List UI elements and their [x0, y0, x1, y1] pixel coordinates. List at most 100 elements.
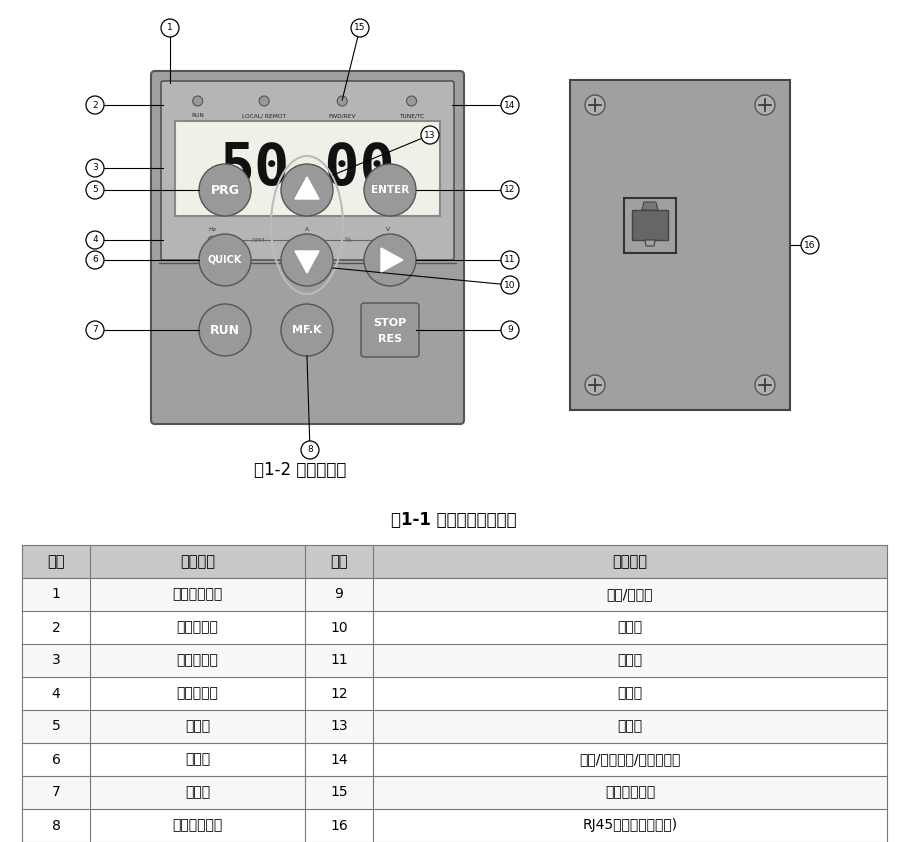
Circle shape: [304, 236, 312, 244]
Text: %: %: [345, 237, 351, 243]
Text: 移位键: 移位键: [617, 653, 643, 668]
Text: 10: 10: [330, 621, 348, 635]
Text: 编程键: 编程键: [185, 720, 210, 733]
Circle shape: [501, 181, 519, 199]
Circle shape: [501, 251, 519, 269]
Bar: [22, 545, 887, 578]
Text: 表1-1 操作面板构成说明: 表1-1 操作面板构成说明: [391, 511, 517, 529]
Text: ENTER: ENTER: [371, 185, 409, 195]
Bar: [22, 677, 887, 710]
Circle shape: [585, 95, 605, 115]
Circle shape: [585, 375, 605, 395]
Text: 8: 8: [52, 818, 60, 833]
Text: RES: RES: [378, 334, 402, 344]
Text: TUNE/TC: TUNE/TC: [399, 113, 425, 118]
Circle shape: [364, 234, 416, 286]
Text: 运行键: 运行键: [185, 786, 210, 800]
Text: QUICK: QUICK: [208, 255, 242, 265]
Polygon shape: [295, 177, 319, 199]
Text: 12: 12: [330, 686, 348, 701]
Text: V: V: [386, 227, 391, 232]
Text: 2: 2: [92, 100, 98, 109]
Text: 2: 2: [52, 621, 60, 635]
Text: 单位指示灯: 单位指示灯: [176, 686, 218, 701]
Text: 13: 13: [330, 720, 348, 733]
Text: 确认键: 确认键: [617, 686, 643, 701]
Text: 3: 3: [92, 163, 98, 173]
Text: 9: 9: [335, 588, 344, 601]
Circle shape: [337, 96, 347, 106]
Bar: [22, 644, 887, 677]
Circle shape: [281, 164, 333, 216]
Polygon shape: [295, 251, 319, 273]
Circle shape: [501, 321, 519, 339]
Text: 正反转指示灯: 正反转指示灯: [604, 786, 655, 800]
Circle shape: [193, 96, 203, 106]
Text: RJ45接口（外引键盘): RJ45接口（外引键盘): [583, 818, 677, 833]
Text: 命令源指示灯: 命令源指示灯: [173, 588, 223, 601]
Bar: [22, 809, 887, 842]
Text: 1: 1: [167, 24, 173, 33]
Text: 12: 12: [504, 185, 515, 195]
Text: 8: 8: [307, 445, 313, 455]
Text: 6: 6: [92, 255, 98, 264]
Text: 菜单键: 菜单键: [185, 753, 210, 766]
Circle shape: [86, 181, 104, 199]
Text: 15: 15: [330, 786, 348, 800]
Text: 递增键: 递增键: [617, 720, 643, 733]
Text: 7: 7: [52, 786, 60, 800]
Text: A: A: [305, 227, 310, 232]
Circle shape: [86, 96, 104, 114]
Text: 5: 5: [92, 185, 98, 195]
Circle shape: [385, 236, 393, 244]
Text: 11: 11: [504, 255, 515, 264]
Text: STOP: STOP: [374, 318, 406, 328]
Text: RUN: RUN: [191, 113, 205, 118]
Bar: [22, 776, 887, 809]
Circle shape: [199, 164, 251, 216]
Circle shape: [351, 19, 369, 37]
Circle shape: [364, 164, 416, 216]
Text: 16: 16: [330, 818, 348, 833]
Text: 序号: 序号: [330, 554, 348, 569]
Text: 多功能选择键: 多功能选择键: [173, 818, 223, 833]
Text: 1: 1: [52, 588, 60, 601]
FancyBboxPatch shape: [361, 303, 419, 357]
Text: 10: 10: [504, 280, 515, 290]
Bar: [22, 611, 887, 644]
Text: PRG: PRG: [211, 184, 239, 196]
Text: 部件名称: 部件名称: [180, 554, 215, 569]
Text: 5: 5: [52, 720, 60, 733]
Circle shape: [259, 96, 269, 106]
Text: 50.00: 50.00: [220, 140, 395, 197]
Text: 停机/复位键: 停机/复位键: [606, 588, 654, 601]
Circle shape: [755, 95, 775, 115]
Circle shape: [406, 96, 416, 106]
Circle shape: [755, 375, 775, 395]
FancyBboxPatch shape: [151, 71, 464, 424]
Bar: [632, 210, 668, 240]
Text: MF.K: MF.K: [292, 325, 322, 335]
Circle shape: [86, 251, 104, 269]
Text: 部件名称: 部件名称: [613, 554, 647, 569]
Circle shape: [86, 321, 104, 339]
Bar: [22, 710, 887, 743]
Circle shape: [501, 96, 519, 114]
Text: 递减键: 递减键: [617, 621, 643, 635]
Circle shape: [281, 234, 333, 286]
Circle shape: [421, 126, 439, 144]
Circle shape: [281, 304, 333, 356]
FancyBboxPatch shape: [570, 80, 790, 410]
Text: 15: 15: [355, 24, 365, 33]
Text: 13: 13: [425, 131, 435, 140]
Bar: [22, 743, 887, 776]
Circle shape: [86, 159, 104, 177]
Text: 16: 16: [804, 241, 815, 249]
Text: 3: 3: [52, 653, 60, 668]
Text: 14: 14: [504, 100, 515, 109]
Text: 11: 11: [330, 653, 348, 668]
Polygon shape: [645, 240, 655, 246]
Text: 14: 14: [330, 753, 348, 766]
FancyBboxPatch shape: [161, 81, 454, 260]
Text: Hz: Hz: [208, 227, 216, 232]
